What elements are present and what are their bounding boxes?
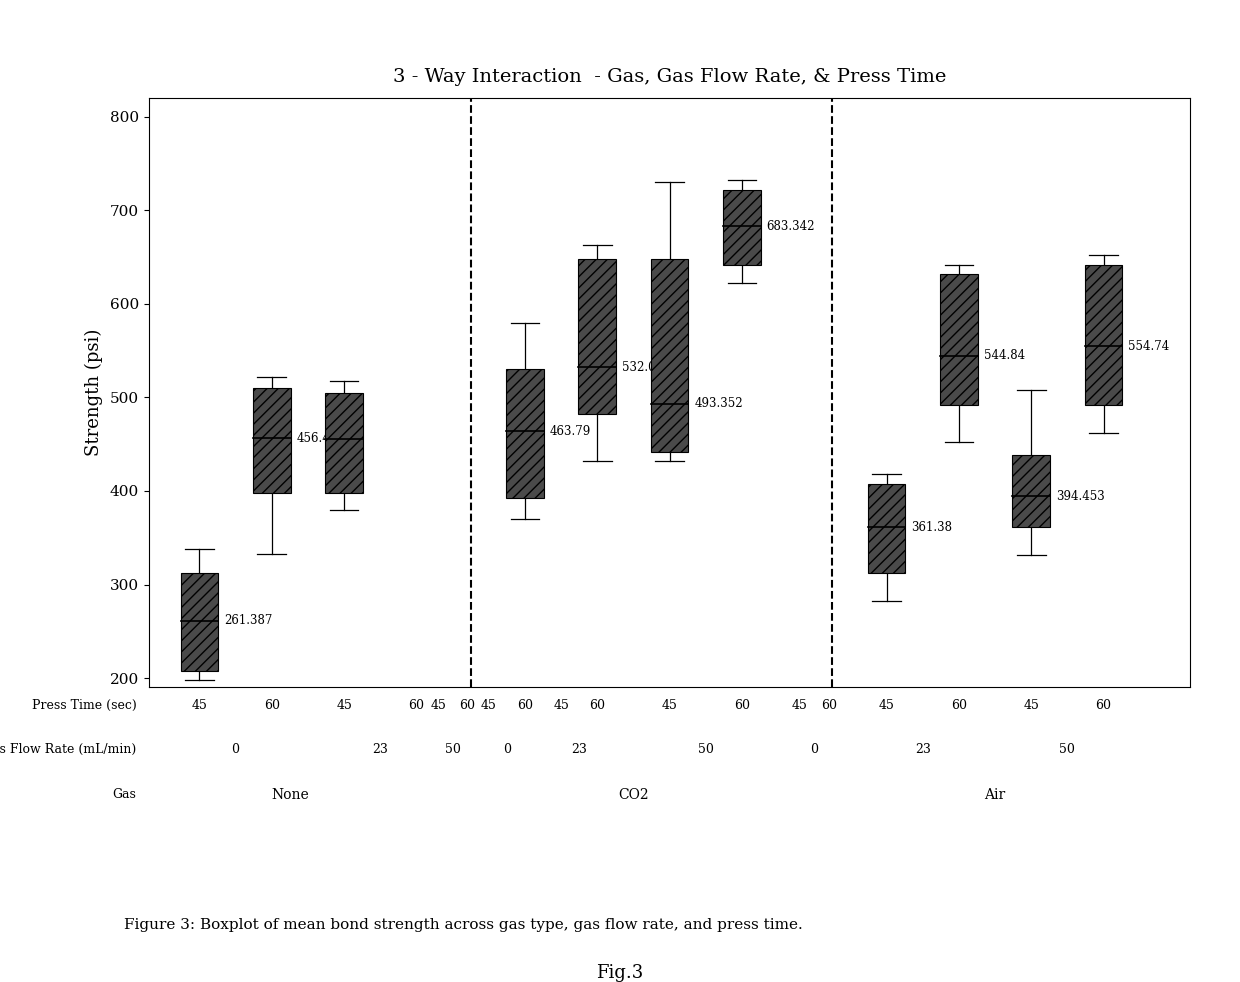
- Text: 0: 0: [810, 743, 818, 756]
- Text: 60: 60: [264, 699, 280, 712]
- Text: 50: 50: [445, 743, 460, 756]
- Text: 361.38: 361.38: [911, 520, 952, 533]
- Text: 493.352: 493.352: [694, 397, 743, 410]
- Text: 45: 45: [1023, 699, 1039, 712]
- Bar: [723, 190, 761, 265]
- Text: 45: 45: [191, 699, 207, 712]
- Bar: [1085, 265, 1122, 405]
- Bar: [940, 274, 977, 405]
- Text: 23: 23: [915, 743, 931, 756]
- Text: 60: 60: [517, 699, 533, 712]
- Text: 532.097: 532.097: [621, 361, 671, 374]
- Text: 45: 45: [430, 699, 446, 712]
- Text: 60: 60: [459, 699, 475, 712]
- Text: 463.79: 463.79: [549, 425, 590, 438]
- Text: Gas: Gas: [113, 788, 136, 800]
- Text: 0: 0: [503, 743, 511, 756]
- Text: 45: 45: [792, 699, 807, 712]
- Bar: [325, 393, 363, 493]
- Bar: [868, 483, 905, 573]
- Text: Air: Air: [985, 788, 1006, 801]
- Text: Figure 3: Boxplot of mean bond strength across gas type, gas flow rate, and pres: Figure 3: Boxplot of mean bond strength …: [124, 918, 802, 932]
- Text: 45: 45: [336, 699, 352, 712]
- Text: 23: 23: [372, 743, 388, 756]
- Text: 60: 60: [821, 699, 837, 712]
- Text: 60: 60: [951, 699, 967, 712]
- Text: Press Time (sec): Press Time (sec): [32, 699, 136, 712]
- Text: None: None: [272, 788, 309, 801]
- Text: 554.74: 554.74: [1128, 340, 1169, 353]
- Title: 3 - Way Interaction  - Gas, Gas Flow Rate, & Press Time: 3 - Way Interaction - Gas, Gas Flow Rate…: [393, 68, 946, 85]
- Y-axis label: Strength (psi): Strength (psi): [84, 329, 103, 457]
- Text: 261.387: 261.387: [224, 614, 273, 627]
- Text: 50: 50: [698, 743, 714, 756]
- Text: CO2: CO2: [618, 788, 649, 801]
- Bar: [578, 259, 616, 414]
- Text: Gas Flow Rate (mL/min): Gas Flow Rate (mL/min): [0, 743, 136, 756]
- Bar: [506, 369, 543, 499]
- Text: 544.84: 544.84: [983, 349, 1024, 362]
- Text: 60: 60: [1096, 699, 1111, 712]
- Text: 0: 0: [232, 743, 239, 756]
- Bar: [253, 388, 290, 493]
- Text: Fig.3: Fig.3: [596, 964, 644, 982]
- Text: 23: 23: [572, 743, 587, 756]
- Bar: [651, 259, 688, 452]
- Text: 683.342: 683.342: [766, 220, 815, 233]
- Text: 60: 60: [589, 699, 605, 712]
- Text: 50: 50: [1059, 743, 1075, 756]
- Text: 456.495: 456.495: [296, 432, 345, 445]
- Text: 45: 45: [553, 699, 569, 712]
- Text: 394.453: 394.453: [1055, 490, 1105, 503]
- Text: 60: 60: [408, 699, 424, 712]
- Text: 45: 45: [879, 699, 894, 712]
- Bar: [181, 573, 218, 671]
- Text: 45: 45: [481, 699, 497, 712]
- Text: 60: 60: [734, 699, 750, 712]
- Bar: [1012, 456, 1050, 526]
- Text: 45: 45: [662, 699, 677, 712]
